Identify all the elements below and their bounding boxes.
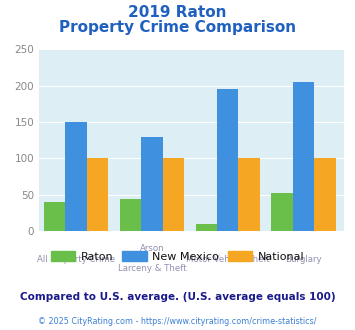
- Bar: [120, 199, 141, 231]
- Bar: [293, 82, 314, 231]
- Text: © 2025 CityRating.com - https://www.cityrating.com/crime-statistics/: © 2025 CityRating.com - https://www.city…: [38, 317, 317, 326]
- Bar: [141, 137, 163, 231]
- Bar: [217, 89, 238, 231]
- Text: Arson: Arson: [140, 244, 164, 253]
- Text: Burglary: Burglary: [285, 255, 322, 264]
- Text: All Property Crime: All Property Crime: [37, 255, 115, 264]
- Legend: Raton, New Mexico, National: Raton, New Mexico, National: [46, 247, 309, 267]
- Text: Larceny & Theft: Larceny & Theft: [118, 264, 186, 273]
- Text: Motor Vehicle Theft: Motor Vehicle Theft: [186, 255, 269, 264]
- Bar: [196, 224, 217, 231]
- Bar: [65, 122, 87, 231]
- Text: Compared to U.S. average. (U.S. average equals 100): Compared to U.S. average. (U.S. average …: [20, 292, 335, 302]
- Text: 2019 Raton: 2019 Raton: [128, 5, 227, 20]
- Bar: [314, 158, 335, 231]
- Text: Property Crime Comparison: Property Crime Comparison: [59, 20, 296, 35]
- Bar: [238, 158, 260, 231]
- Bar: [272, 193, 293, 231]
- Bar: [87, 158, 108, 231]
- Bar: [44, 202, 65, 231]
- Bar: [163, 158, 184, 231]
